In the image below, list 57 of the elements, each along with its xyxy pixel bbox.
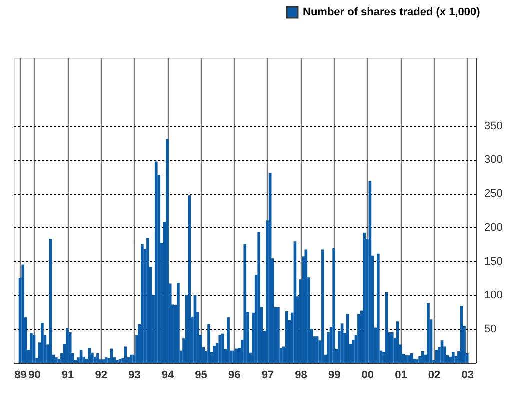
x-tick-label: 90 (28, 370, 41, 382)
y-tick-label: 350 (484, 120, 503, 132)
bar (376, 254, 380, 363)
y-tick-label: 250 (484, 188, 503, 200)
x-tick-label: 01 (395, 370, 408, 382)
bar (22, 264, 25, 363)
y-tick-label: 150 (484, 256, 503, 268)
bar (166, 139, 169, 363)
x-tick-label: 03 (462, 370, 474, 382)
x-tick-label: 93 (128, 370, 141, 382)
x-tick-label: 94 (162, 370, 175, 382)
x-tick-label: 95 (195, 370, 208, 382)
bar (110, 348, 114, 363)
bar (213, 346, 216, 363)
bar (208, 324, 210, 363)
bar (54, 358, 58, 363)
bar (30, 333, 33, 363)
x-tick-label: 92 (95, 370, 108, 382)
bar (244, 244, 247, 363)
bar (346, 314, 350, 363)
y-tick-label: 50 (484, 324, 497, 336)
y-tick-label: 100 (484, 290, 503, 302)
x-tick-label: 99 (328, 370, 341, 382)
bar (227, 318, 230, 363)
y-tick-label: 200 (484, 222, 503, 234)
bar (96, 354, 100, 363)
x-tick-label: 00 (362, 370, 374, 382)
bar (427, 303, 430, 363)
bar (416, 360, 419, 363)
bar (390, 332, 394, 363)
legend-label: Number of shares traded (x 1,000) (303, 6, 481, 18)
y-tick-label: 300 (484, 154, 503, 166)
x-tick-label: 02 (428, 370, 441, 382)
x-tick-label: 96 (228, 370, 241, 382)
bar (358, 314, 360, 363)
bar (130, 354, 133, 363)
bar (452, 352, 455, 363)
bar (222, 334, 224, 363)
x-tick-label: 91 (62, 370, 74, 382)
bar (277, 307, 280, 363)
bar (41, 323, 44, 363)
bar (332, 248, 336, 363)
bar (322, 250, 324, 363)
x-tick-label: 98 (295, 370, 308, 382)
bar (232, 350, 236, 363)
bar (116, 360, 119, 363)
bar (363, 232, 366, 363)
bar (177, 283, 180, 363)
bar (68, 332, 72, 363)
x-tick-label: 89 (14, 370, 27, 382)
bar (396, 322, 400, 363)
bar (258, 232, 261, 363)
bar (66, 328, 69, 363)
bar (422, 351, 424, 363)
bar (102, 360, 106, 363)
x-tick-label: 97 (262, 370, 274, 382)
bar (218, 335, 222, 363)
